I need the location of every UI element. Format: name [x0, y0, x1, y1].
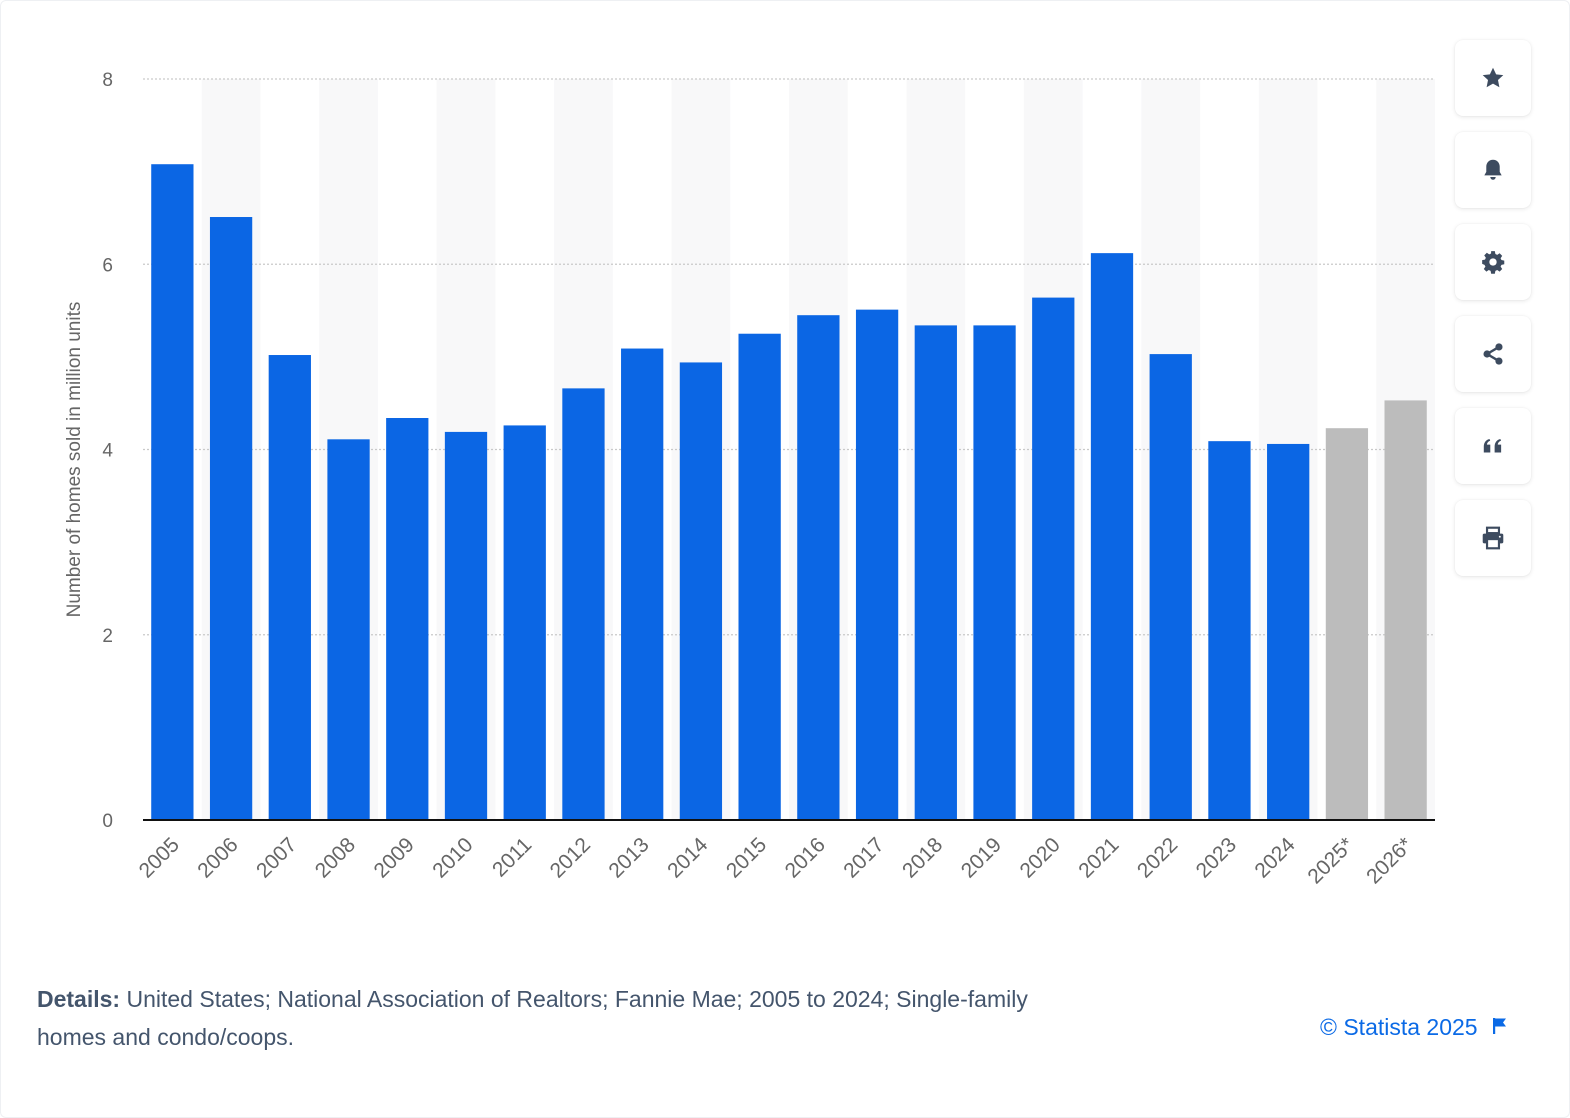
bar[interactable]: [738, 333, 781, 820]
x-tick-label: 2005: [135, 833, 184, 882]
x-tick-label: 2018: [898, 833, 947, 882]
details-note: Details: United States; National Associa…: [37, 980, 1047, 1056]
x-tick-label: 2023: [1192, 833, 1241, 882]
x-tick-label: 2011: [488, 833, 536, 881]
bar[interactable]: [679, 362, 723, 820]
x-tick-label: 2008: [311, 833, 360, 882]
y-tick-label: 4: [102, 441, 113, 462]
flag-icon[interactable]: [1492, 1010, 1508, 1044]
bar[interactable]: [1267, 443, 1310, 820]
bar[interactable]: [327, 439, 370, 820]
settings-button[interactable]: [1455, 224, 1531, 300]
y-tick-label: 0: [102, 811, 113, 832]
bar[interactable]: [503, 425, 546, 820]
x-tick-label: 2024: [1250, 833, 1300, 883]
x-tick-label: 2009: [370, 833, 419, 882]
bar[interactable]: [1090, 253, 1134, 820]
copyright-text[interactable]: © Statista 2025: [1320, 1014, 1478, 1040]
x-tick-label: 2013: [604, 833, 653, 882]
bar[interactable]: [914, 325, 957, 820]
chart-toolbar: [1455, 40, 1531, 592]
y-tick-labels: 0 2 4 6 8: [102, 70, 113, 832]
x-tick-label: 2017: [839, 833, 888, 882]
x-tick-label: 2015: [722, 833, 771, 882]
share-icon: [1483, 343, 1503, 365]
bar[interactable]: [621, 348, 664, 820]
details-text: United States; National Association of R…: [37, 986, 1028, 1050]
bar[interactable]: [1384, 400, 1427, 820]
y-tick-label: 2: [102, 626, 113, 647]
x-tick-label: 2016: [781, 833, 830, 882]
bar[interactable]: [973, 325, 1016, 820]
bar[interactable]: [444, 431, 488, 820]
copyright-link[interactable]: © Statista 2025: [1320, 1010, 1508, 1044]
x-tick-label: 2010: [428, 833, 477, 882]
x-tick-label: 2026*: [1362, 833, 1417, 888]
bar[interactable]: [151, 164, 194, 821]
star-icon: [1482, 67, 1504, 88]
bar[interactable]: [562, 388, 605, 820]
x-tick-label: 2012: [546, 833, 595, 882]
x-tick-label: 2025*: [1303, 833, 1358, 888]
x-tick-label: 2014: [663, 833, 713, 883]
share-button[interactable]: [1455, 316, 1531, 392]
print-icon: [1482, 526, 1504, 550]
bell-icon: [1484, 159, 1502, 180]
quote-icon: [1483, 438, 1502, 453]
cite-button[interactable]: [1455, 408, 1531, 484]
bars: [151, 164, 1427, 821]
x-tick-label: 2019: [957, 833, 1006, 882]
bar[interactable]: [386, 418, 429, 820]
bar[interactable]: [1032, 297, 1075, 821]
gear-icon: [1482, 251, 1505, 274]
x-tick-labels: 2005 2006 2007 2008 2009 2010 2011 2012 2013 2014…: [135, 833, 1418, 888]
bar[interactable]: [268, 355, 311, 820]
x-tick-label: 2007: [252, 833, 301, 882]
x-tick-label: 2006: [193, 833, 242, 882]
bar[interactable]: [855, 309, 899, 820]
favorite-button[interactable]: [1455, 40, 1531, 116]
x-tick-label: 2022: [1133, 833, 1182, 882]
bar[interactable]: [797, 315, 840, 820]
bar[interactable]: [1208, 441, 1251, 820]
y-tick-label: 8: [102, 70, 113, 91]
x-tick-label: 2021: [1074, 833, 1123, 882]
details-label: Details:: [37, 986, 121, 1012]
y-axis-title: Number of homes sold in million units: [64, 302, 85, 618]
bar[interactable]: [1325, 428, 1369, 820]
bar[interactable]: [1149, 354, 1192, 820]
bar[interactable]: [209, 217, 253, 821]
y-tick-label: 6: [102, 255, 113, 276]
x-tick-label: 2020: [1016, 833, 1065, 882]
notification-button[interactable]: [1455, 132, 1531, 208]
print-button[interactable]: [1455, 500, 1531, 576]
